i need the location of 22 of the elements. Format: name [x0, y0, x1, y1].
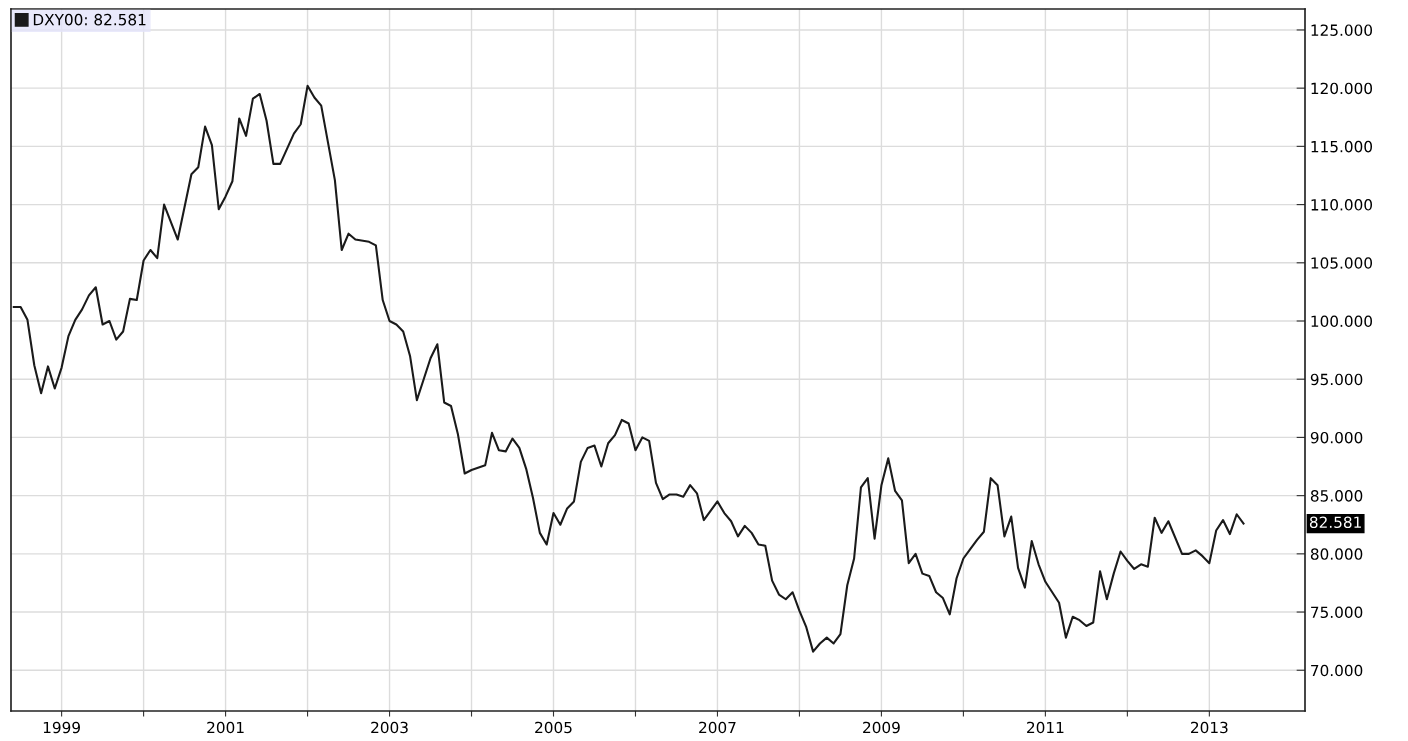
x-tick-label: 2001 — [207, 721, 244, 734]
x-tick-label: 2011 — [1027, 721, 1064, 734]
y-tick-label: 80.000 — [1310, 548, 1363, 560]
y-tick-label: 70.000 — [1311, 664, 1363, 677]
y-tick-label: 85.000 — [1310, 490, 1363, 502]
y-tick-label: 95.000 — [1310, 373, 1363, 386]
legend-label: DXY00: 82.581 — [33, 13, 146, 26]
x-tick-label: 2013 — [1191, 721, 1228, 734]
y-tick-label: 110.000 — [1311, 199, 1373, 211]
x-tick-label: 2003 — [371, 721, 408, 734]
x-tick-label: 1999 — [43, 721, 80, 734]
y-tick-label: 105.000 — [1311, 257, 1373, 269]
y-tick-label: 90.000 — [1310, 431, 1363, 444]
y-tick-label: 75.000 — [1311, 606, 1363, 619]
x-tick-label: 2009 — [863, 721, 900, 734]
x-tick-label: 2005 — [535, 721, 572, 734]
y-tick-label: 100.000 — [1311, 315, 1373, 328]
y-tick-label: 125.000 — [1311, 24, 1373, 36]
y-tick-label: 120.000 — [1311, 82, 1373, 95]
x-tick-label: 2007 — [699, 721, 736, 734]
y-tick-label: 115.000 — [1311, 140, 1373, 153]
text: 82.581 — [1309, 516, 1361, 528]
